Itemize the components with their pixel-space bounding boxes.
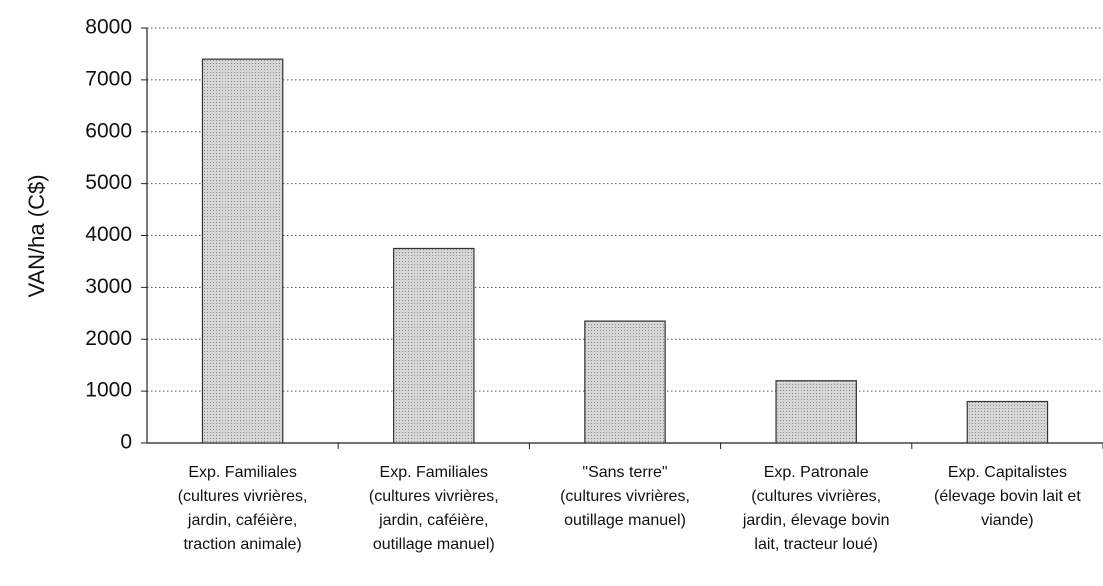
x-tick-label: (cultures vivrières, (178, 488, 308, 505)
y-tick-label: 8000 (85, 16, 132, 39)
x-tick-label: jardin, caféière, (187, 512, 297, 529)
x-tick-label: "Sans terre" (582, 464, 667, 481)
x-tick-label: jardin, caféière, (378, 512, 488, 529)
x-tick-label: traction animale) (183, 536, 301, 553)
x-tick-label: outillage manuel) (564, 512, 686, 529)
y-tick-label: 5000 (85, 171, 132, 194)
x-tick-label: Exp. Familiales (380, 464, 488, 481)
bar (393, 247, 475, 444)
y-tick-label: 2000 (85, 327, 132, 350)
x-tick-label: Exp. Capitalistes (948, 464, 1067, 481)
x-tick-label: (cultures vivrières, (751, 488, 881, 505)
x-tick-label: outillage manuel) (373, 536, 495, 553)
y-tick-label: 1000 (85, 379, 132, 402)
bar (775, 380, 857, 444)
y-tick-label: 3000 (85, 275, 132, 298)
x-tick-label: lait, tracteur loué) (754, 536, 878, 553)
x-tick-label: viande) (981, 512, 1033, 529)
y-tick-label: 4000 (85, 223, 132, 246)
x-tick-label: (cultures vivrières, (369, 488, 499, 505)
x-tick-label: (élevage bovin lait et (934, 488, 1081, 505)
bar (201, 58, 284, 444)
y-tick-label: 7000 (85, 67, 132, 90)
bar (584, 320, 666, 444)
y-tick-label: 0 (120, 431, 132, 454)
y-axis-label: VAN/ha (C$) (24, 174, 49, 297)
x-tick-label: Exp. Familiales (188, 464, 296, 481)
y-tick-label: 6000 (85, 119, 132, 142)
x-tick-label: Exp. Patronale (764, 464, 869, 481)
x-tick-label: (cultures vivrières, (560, 488, 690, 505)
x-tick-label: jardin, élevage bovin (742, 512, 890, 529)
bar (966, 400, 1049, 444)
